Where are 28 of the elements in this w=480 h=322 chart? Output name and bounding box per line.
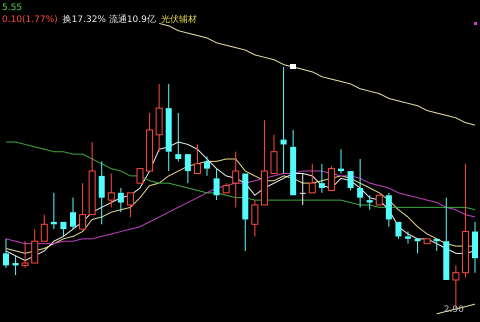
candlestick [204, 156, 210, 176]
candlestick [300, 172, 306, 206]
candlestick [405, 231, 411, 244]
candlestick [118, 188, 124, 213]
text: 0.10(1.77%) [2, 15, 58, 25]
text: 光伏辅材 [160, 14, 197, 25]
candlestick [3, 238, 9, 268]
candlestick [166, 83, 172, 172]
candlestick [251, 200, 258, 237]
candlestick [108, 172, 115, 208]
candlestick [338, 148, 344, 174]
candlestick [366, 194, 373, 210]
candlestick [472, 221, 478, 274]
candlestick [357, 158, 364, 208]
candlestick [462, 163, 469, 278]
candlestick [156, 83, 163, 152]
text: 换17.32% 流通10.9亿 [62, 14, 156, 25]
candlestick [98, 160, 105, 225]
candlestick [318, 163, 325, 194]
candlestick [232, 151, 240, 208]
candlestick [175, 112, 182, 162]
candlestick [386, 192, 392, 228]
text: 5.55 [2, 3, 22, 13]
candlestick [280, 66, 287, 174]
candlestick [214, 168, 220, 201]
candlestick [70, 197, 76, 230]
candlestick [12, 255, 19, 276]
candlestick [50, 192, 57, 230]
